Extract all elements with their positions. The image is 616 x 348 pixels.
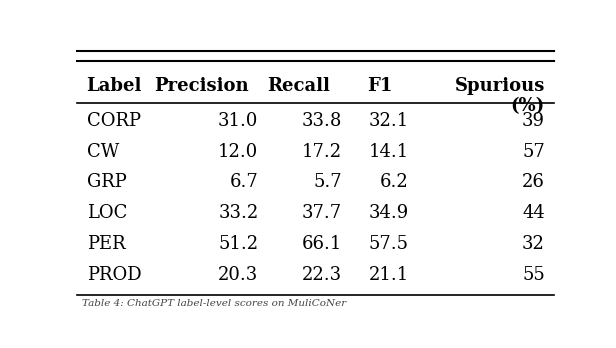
Text: 5.7: 5.7: [314, 173, 342, 191]
Text: Recall: Recall: [267, 77, 330, 95]
Text: 57.5: 57.5: [369, 235, 409, 253]
Text: LOC: LOC: [86, 204, 127, 222]
Text: Table 4: ChatGPT label-level scores on MuliCoNer: Table 4: ChatGPT label-level scores on M…: [82, 299, 346, 308]
Text: F1: F1: [368, 77, 393, 95]
Text: 33.8: 33.8: [302, 112, 342, 130]
Text: 51.2: 51.2: [218, 235, 259, 253]
Text: PER: PER: [86, 235, 125, 253]
Text: 37.7: 37.7: [302, 204, 342, 222]
Text: Label: Label: [86, 77, 142, 95]
Text: 44: 44: [522, 204, 545, 222]
Text: 12.0: 12.0: [218, 143, 259, 161]
Text: CORP: CORP: [86, 112, 140, 130]
Text: 6.7: 6.7: [230, 173, 259, 191]
Text: 66.1: 66.1: [302, 235, 342, 253]
Text: 55: 55: [522, 266, 545, 284]
Text: 21.1: 21.1: [368, 266, 409, 284]
Text: 39: 39: [522, 112, 545, 130]
Text: 6.2: 6.2: [380, 173, 409, 191]
Text: 14.1: 14.1: [368, 143, 409, 161]
Text: Spurious
(%): Spurious (%): [455, 77, 545, 116]
Text: 17.2: 17.2: [302, 143, 342, 161]
Text: 26: 26: [522, 173, 545, 191]
Text: 33.2: 33.2: [218, 204, 259, 222]
Text: 31.0: 31.0: [218, 112, 259, 130]
Text: 32: 32: [522, 235, 545, 253]
Text: GRP: GRP: [86, 173, 126, 191]
Text: CW: CW: [86, 143, 119, 161]
Text: Precision: Precision: [154, 77, 248, 95]
Text: PROD: PROD: [86, 266, 141, 284]
Text: 20.3: 20.3: [218, 266, 259, 284]
Text: 57: 57: [522, 143, 545, 161]
Text: 32.1: 32.1: [368, 112, 409, 130]
Text: 22.3: 22.3: [302, 266, 342, 284]
Text: 34.9: 34.9: [368, 204, 409, 222]
